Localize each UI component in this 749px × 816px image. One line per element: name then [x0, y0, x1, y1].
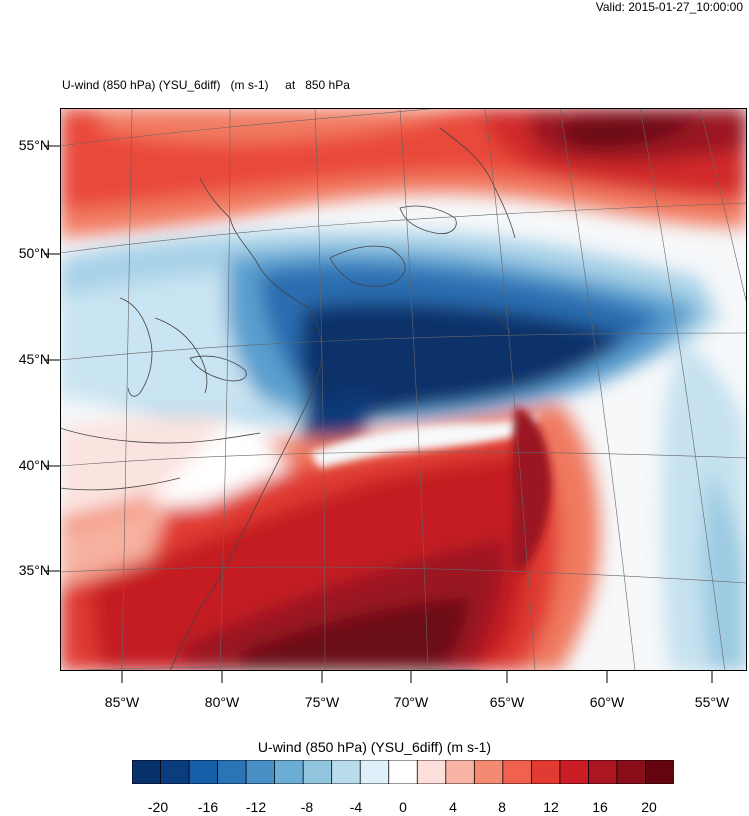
lon-label: 75°W	[304, 694, 340, 710]
valid-time: Valid: 2015-01-27_10:00:00	[595, 0, 743, 14]
colorbar-label: -8	[300, 799, 314, 815]
colorbar-label: 0	[399, 799, 407, 815]
colorbar	[132, 760, 674, 784]
dark-blue-core	[300, 302, 625, 438]
lon-label: 70°W	[393, 694, 429, 710]
colorbar-swatch	[188, 760, 219, 784]
lat-label: 55°N	[18, 137, 50, 153]
colorbar-label: 8	[498, 799, 506, 815]
colorbar-swatch	[559, 760, 590, 784]
colorbar-label: -4	[349, 799, 363, 815]
lon-label: 80°W	[204, 694, 240, 710]
colorbar-swatch	[331, 760, 361, 784]
colorbar-swatch	[160, 760, 190, 784]
lon-label: 65°W	[489, 694, 525, 710]
colorbar-title: U-wind (850 hPa) (YSU_6diff) (m s-1)	[257, 739, 492, 755]
front-red-streak	[511, 408, 551, 572]
lon-label: 85°W	[104, 694, 140, 710]
colorbar-swatch	[530, 760, 561, 784]
colorbar-label: 16	[592, 799, 608, 815]
south-red-max	[240, 598, 470, 671]
colorbar-swatch	[502, 760, 533, 784]
colorbar-label: 4	[449, 799, 457, 815]
lon-label: 60°W	[589, 694, 625, 710]
lat-ticks	[44, 145, 60, 572]
map-frame	[60, 108, 747, 671]
colorbar-label: -20	[147, 799, 169, 815]
colorbar-swatch	[274, 760, 304, 784]
colorbar-label: -12	[245, 799, 267, 815]
colorbar-swatch	[473, 760, 504, 784]
colorbar-swatch	[245, 760, 276, 784]
plot-title: U-wind (850 hPa) (YSU_6diff) (m s-1) at …	[62, 78, 350, 92]
frontal-white-band	[310, 413, 540, 468]
coastlines	[60, 127, 516, 671]
colorbar-swatch	[388, 760, 418, 784]
colorbar-swatch	[645, 760, 674, 784]
lon-label: 55°W	[694, 694, 730, 710]
colorbar-swatch	[588, 760, 618, 784]
colorbar-swatch	[359, 760, 390, 784]
lat-label: 35°N	[18, 562, 50, 578]
colorbar-swatch	[302, 760, 333, 784]
colorbar-swatch	[132, 760, 162, 784]
colorbar-swatch	[416, 760, 447, 784]
lat-label: 50°N	[18, 245, 50, 261]
lat-label: 40°N	[18, 457, 50, 473]
colorbar-swatch	[217, 760, 247, 784]
colorbar-swatch	[445, 760, 476, 784]
colorbar-label: 20	[641, 799, 657, 815]
colorbar-label: 12	[543, 799, 559, 815]
colorbar-label: -16	[197, 799, 219, 815]
colorbar-swatch	[616, 760, 647, 784]
wind-map	[60, 108, 747, 671]
lon-ticks	[121, 671, 713, 683]
lat-label: 45°N	[18, 351, 50, 367]
